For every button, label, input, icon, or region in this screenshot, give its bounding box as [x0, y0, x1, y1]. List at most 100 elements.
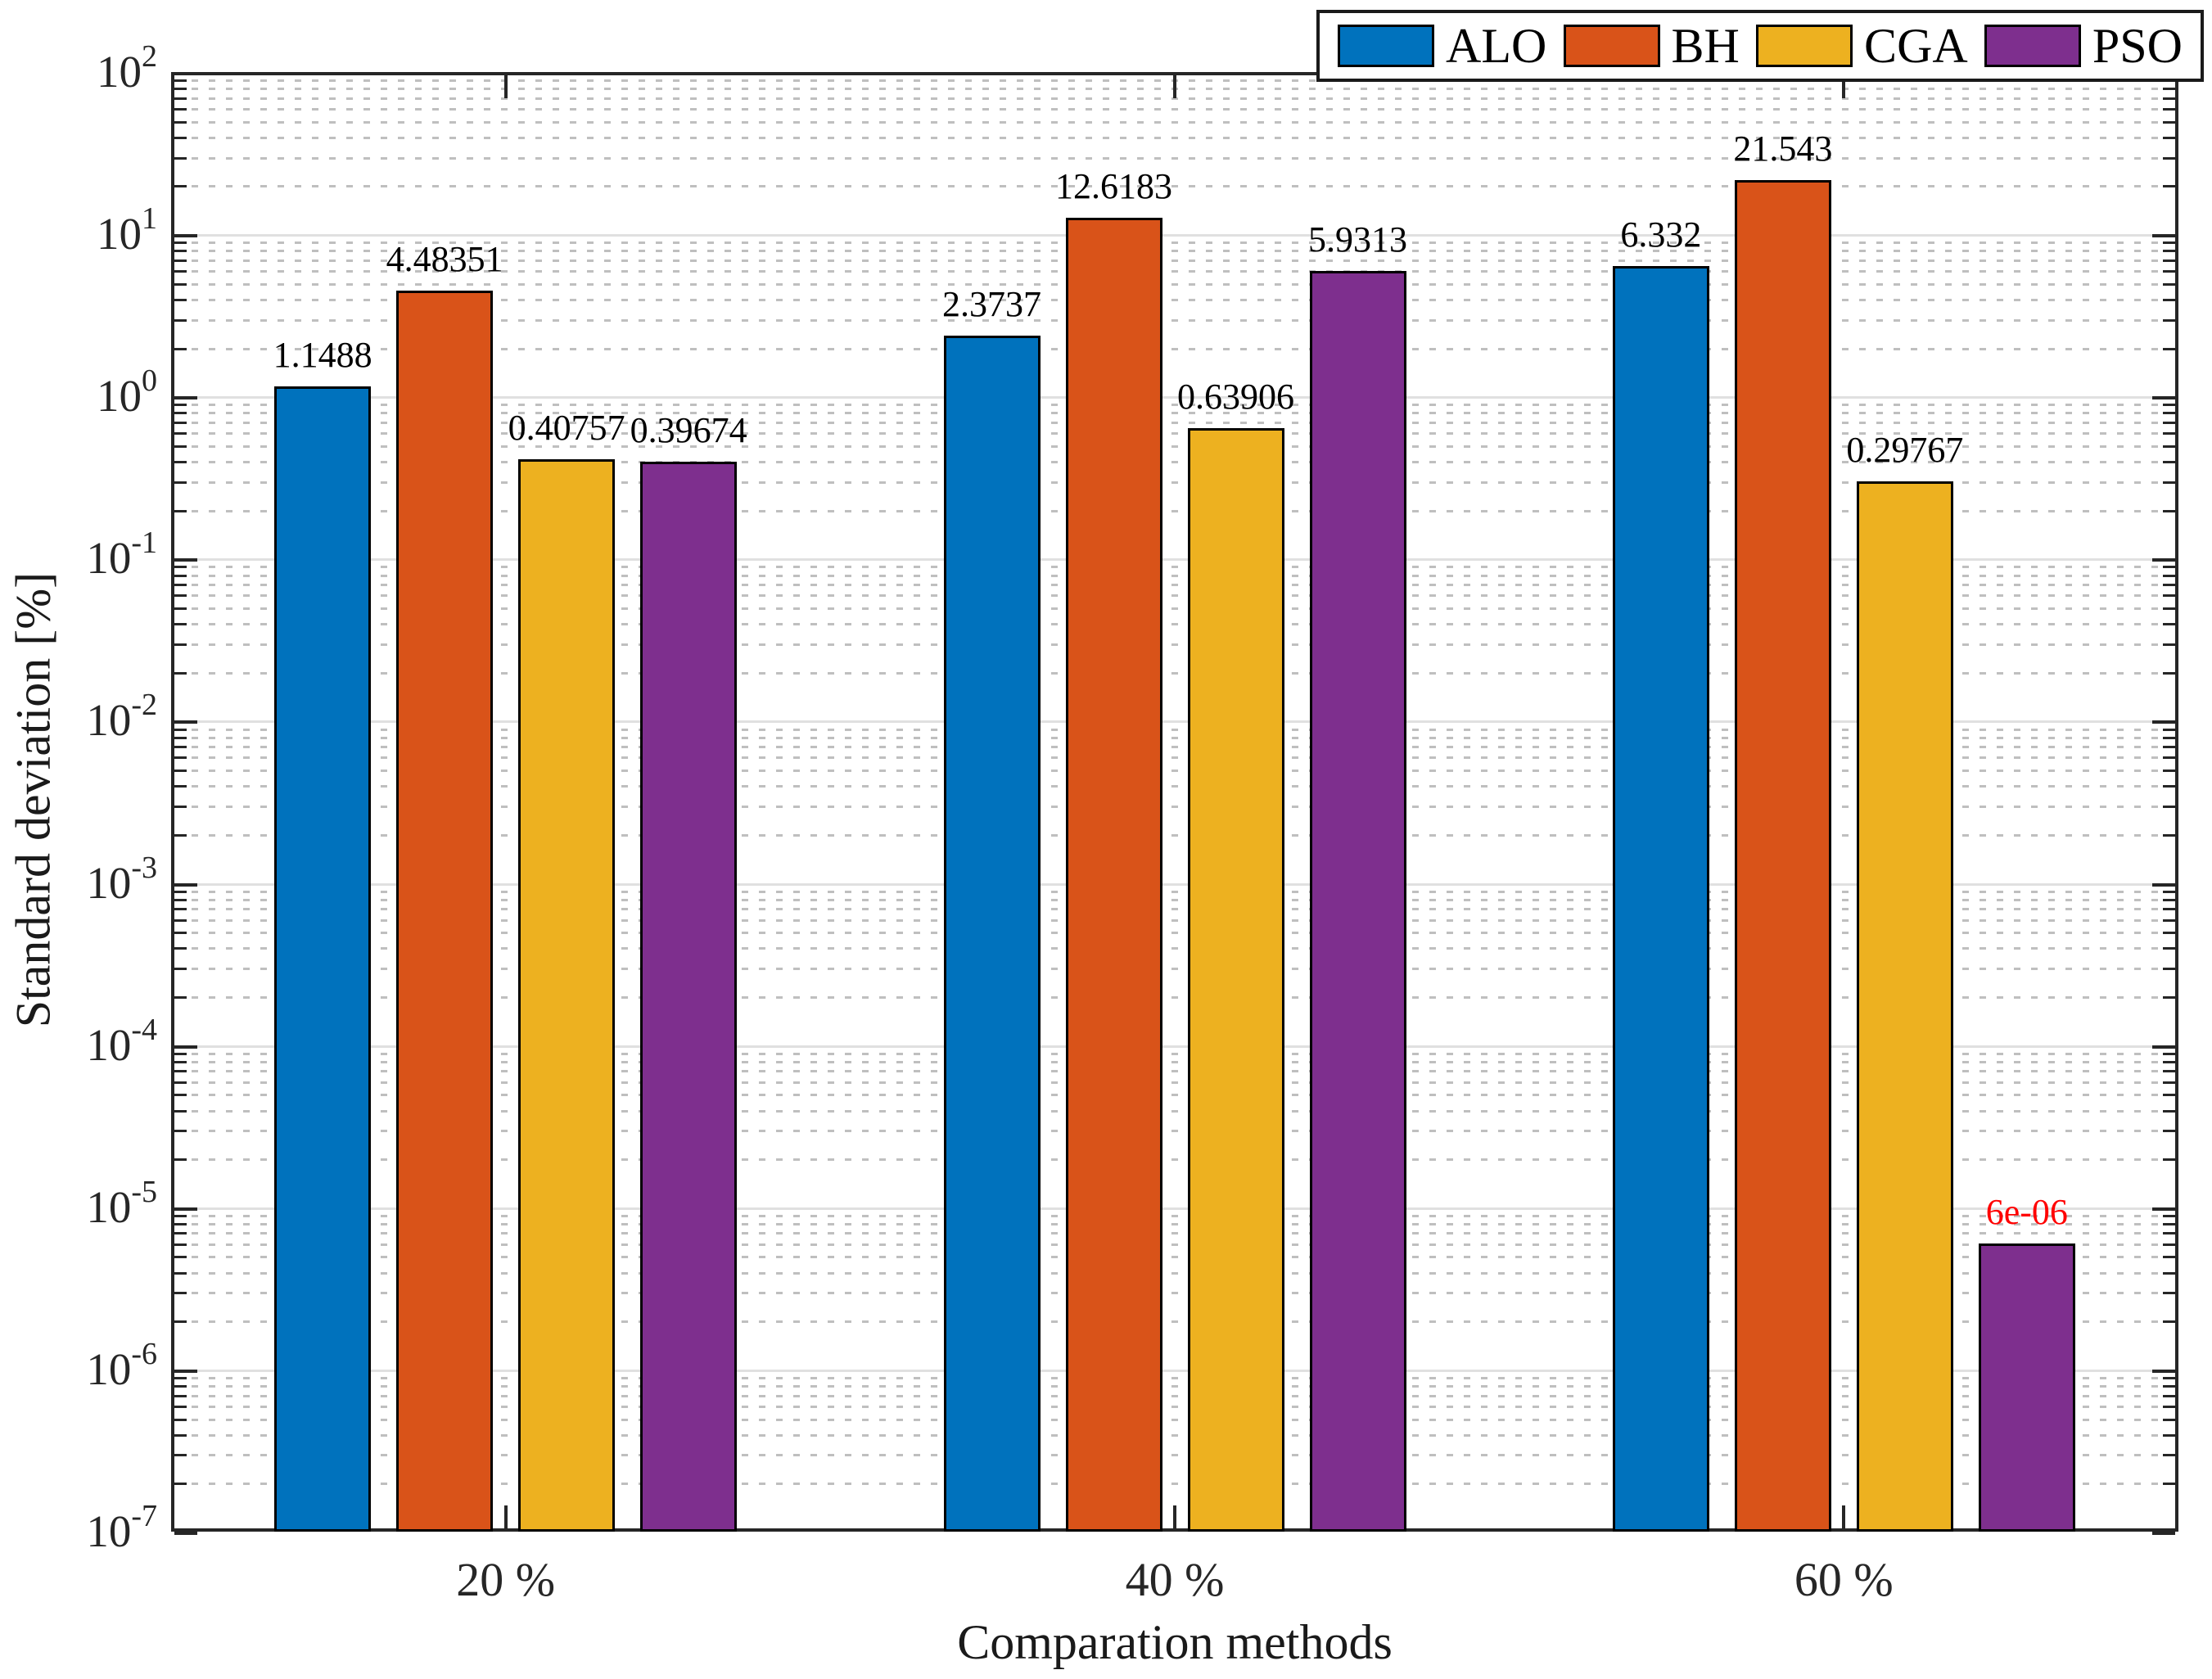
y-axis-tick: [174, 136, 187, 139]
grid-minor-line: [174, 347, 2175, 350]
x-axis-tick: [1842, 1505, 1846, 1528]
y-axis-tick: [2163, 1232, 2175, 1235]
y-axis-tick: [174, 1532, 197, 1535]
y-axis-tick: [2152, 558, 2175, 562]
y-axis-tick: [2163, 270, 2175, 273]
x-tick-label: 60 %: [1794, 1553, 1894, 1606]
bar-CGA-60%: [1856, 481, 1953, 1532]
y-axis-tick: [2163, 1214, 2175, 1217]
grid-minor-line: [174, 1060, 2175, 1063]
legend-label: PSO: [2092, 19, 2183, 73]
y-axis-tick: [2163, 1060, 2175, 1063]
y-axis-tick: [174, 270, 187, 273]
grid-minor-line: [174, 1433, 2175, 1437]
bar-BH-20%: [396, 291, 494, 1532]
grid-minor-line: [174, 156, 2175, 160]
y-axis-tick: [2163, 318, 2175, 322]
grid-minor-line: [174, 785, 2175, 788]
grid-minor-line: [174, 1418, 2175, 1421]
bar-value-label: 5.9313: [1308, 219, 1407, 260]
y-tick-label: 10-4: [86, 1012, 157, 1070]
y-axis-tick: [2163, 623, 2175, 626]
y-axis-tick: [174, 594, 187, 598]
bar-value-label: 0.40757: [508, 408, 625, 449]
y-axis-tick: [2163, 421, 2175, 424]
y-axis-tick: [174, 396, 197, 400]
y-axis-tick: [174, 88, 187, 91]
y-axis-tick: [174, 481, 187, 484]
y-axis-tick: [2163, 594, 2175, 598]
bar-BH-40%: [1065, 218, 1162, 1532]
grid-minor-line: [174, 461, 2175, 464]
y-axis-tick: [2163, 107, 2175, 111]
y-axis-tick: [174, 1320, 187, 1324]
grid-minor-line: [174, 584, 2175, 587]
y-axis-tick: [174, 1052, 187, 1055]
bar-value-label: 0.39674: [630, 409, 747, 450]
y-axis-tick: [2163, 1070, 2175, 1073]
grid-minor-line: [174, 671, 2175, 675]
y-axis-tick: [2163, 250, 2175, 253]
bar-PSO-20%: [640, 461, 738, 1532]
bar-ALO-60%: [1612, 266, 1709, 1532]
y-axis-tick: [174, 1070, 187, 1073]
grid-minor-line: [174, 643, 2175, 646]
grid-minor-line: [174, 270, 2175, 273]
grid-minor-line: [174, 1394, 2175, 1397]
grid-minor-line: [174, 1483, 2175, 1486]
y-tick-label: 10-1: [86, 526, 157, 584]
x-axis-tick: [1173, 1505, 1176, 1528]
y-axis-tick: [2163, 1271, 2175, 1275]
grid-minor-line: [174, 1385, 2175, 1388]
bar-ALO-20%: [274, 386, 372, 1532]
y-axis-tick: [2163, 833, 2175, 837]
grid-minor-line: [174, 136, 2175, 139]
grid-minor-line: [174, 318, 2175, 322]
grid-minor-line: [174, 1081, 2175, 1084]
grid-minor-line: [174, 746, 2175, 749]
y-axis-tick: [174, 241, 187, 245]
grid-minor-line: [174, 97, 2175, 100]
y-axis-tick: [2163, 1222, 2175, 1225]
y-axis-tick: [2163, 259, 2175, 262]
grid-minor-line: [174, 509, 2175, 512]
y-axis-tick: [2163, 1109, 2175, 1113]
grid-minor-line: [174, 1405, 2175, 1408]
y-axis-tick: [174, 1454, 187, 1457]
y-axis-tick: [2163, 607, 2175, 610]
y-axis-tick: [174, 1045, 197, 1049]
y-axis-tick: [2163, 770, 2175, 773]
y-axis-tick: [174, 509, 187, 512]
y-axis-tick: [174, 432, 187, 436]
y-axis-tick: [174, 1232, 187, 1235]
y-axis-tick: [2163, 1483, 2175, 1486]
grid-minor-line: [174, 1271, 2175, 1275]
bar-value-label: 12.6183: [1055, 166, 1172, 207]
grid-minor-line: [174, 833, 2175, 837]
y-axis-tick: [174, 404, 187, 407]
bar-PSO-40%: [1309, 271, 1406, 1532]
y-axis-tick: [174, 1256, 187, 1259]
y-axis-tick: [2163, 806, 2175, 809]
x-axis-label: Comparation methods: [957, 1615, 1393, 1669]
legend-label: BH: [1671, 19, 1740, 73]
y-axis-tick: [2163, 918, 2175, 922]
bar-BH-60%: [1734, 180, 1831, 1532]
grid-minor-line: [174, 1376, 2175, 1379]
y-axis-tick: [174, 461, 187, 464]
y-axis-tick: [2163, 1433, 2175, 1437]
bar-ALO-40%: [943, 335, 1041, 1532]
y-axis-tick: [174, 908, 187, 911]
grid-major-line: [174, 882, 2175, 886]
y-axis-tick: [2163, 136, 2175, 139]
x-tick-label: 20 %: [456, 1553, 556, 1606]
bar-value-label: 0.63906: [1177, 376, 1294, 417]
grid-minor-line: [174, 1070, 2175, 1073]
grid-minor-line: [174, 918, 2175, 922]
y-axis-tick: [174, 1081, 187, 1084]
y-axis-tick: [2163, 1243, 2175, 1246]
grid-minor-line: [174, 241, 2175, 245]
bar-value-label: 4.48351: [386, 239, 503, 280]
y-axis-tick: [174, 1394, 187, 1397]
y-axis-tick: [2163, 461, 2175, 464]
